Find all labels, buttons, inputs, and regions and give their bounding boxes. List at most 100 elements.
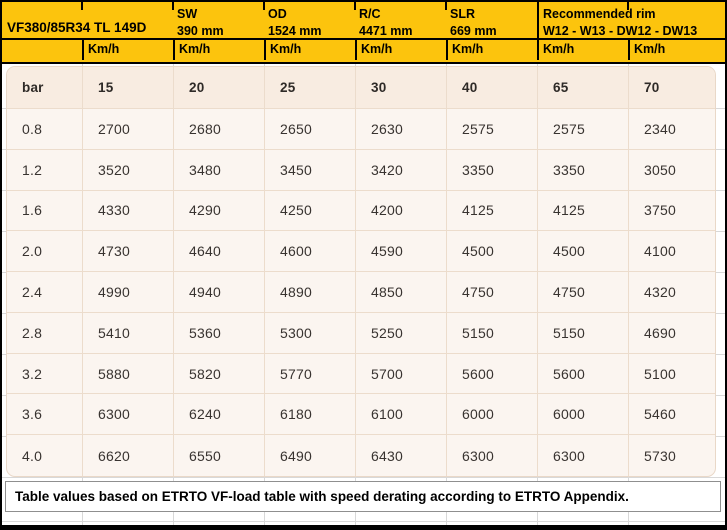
cell-border-stub <box>172 2 174 10</box>
load-value: 4590 <box>356 231 447 273</box>
load-value: 5100 <box>629 354 715 395</box>
load-value: 4500 <box>447 231 538 273</box>
spec-rim-value: W12 - W13 - DW12 - DW13 <box>543 24 698 38</box>
speed-header-70: 70 <box>629 67 715 109</box>
spec-header: VF380/85R34 TL 149D SW 390 mm OD 1524 mm… <box>2 2 725 64</box>
cell-border-stub <box>263 2 265 10</box>
pressure-value: 4.0 <box>7 435 83 476</box>
load-value: 2575 <box>447 109 538 150</box>
speed-header-25: 25 <box>265 67 356 109</box>
load-value: 2575 <box>538 109 629 150</box>
load-value: 3520 <box>83 149 174 191</box>
cell-border-stub <box>445 2 447 10</box>
load-value: 6430 <box>356 435 447 476</box>
unit-empty-cell <box>2 40 82 60</box>
load-value: 4690 <box>629 313 715 354</box>
load-value: 6000 <box>538 394 629 436</box>
load-value: 5600 <box>447 353 538 395</box>
pressure-value: 1.2 <box>7 149 83 191</box>
spec-slr-value: 669 mm <box>450 24 497 38</box>
load-value: 4640 <box>174 231 265 273</box>
spec-od-label: OD <box>268 7 287 21</box>
spec-rc: R/C 4471 mm <box>355 2 446 38</box>
unit-kmh-cell: Km/h <box>82 40 173 60</box>
load-value: 3420 <box>356 149 447 191</box>
gridline-horizontal <box>2 521 725 522</box>
unit-kmh-cell: Km/h <box>355 40 446 60</box>
load-value: 4250 <box>265 190 356 232</box>
pressure-value: 2.0 <box>7 231 83 273</box>
load-value: 3450 <box>265 149 356 191</box>
unit-kmh-cell: Km/h <box>264 40 355 60</box>
load-value: 4320 <box>629 272 715 313</box>
load-value: 4940 <box>174 272 265 313</box>
load-value: 3050 <box>629 150 715 191</box>
load-value: 4290 <box>174 190 265 232</box>
load-value: 4125 <box>447 190 538 232</box>
load-value: 5820 <box>174 353 265 395</box>
load-value: 6100 <box>356 394 447 436</box>
load-value: 6620 <box>83 435 174 476</box>
spec-rc-label: R/C <box>359 7 381 21</box>
cell-border-stub <box>81 2 83 10</box>
load-value: 4750 <box>447 272 538 313</box>
gridline-horizontal <box>2 477 725 478</box>
load-value: 5700 <box>356 353 447 395</box>
load-value: 6300 <box>538 435 629 476</box>
load-value: 4850 <box>356 272 447 313</box>
load-value: 6550 <box>174 435 265 476</box>
cell-border-stub <box>354 2 356 10</box>
spec-rim: Recommended rim W12 - W13 - DW12 - DW13 <box>537 2 725 38</box>
load-value: 4125 <box>538 190 629 232</box>
load-value: 5460 <box>629 394 715 436</box>
spec-rim-label: Recommended rim <box>543 7 656 21</box>
load-value: 4200 <box>356 190 447 232</box>
load-value: 3350 <box>447 149 538 191</box>
load-value: 3480 <box>174 149 265 191</box>
speed-header-30: 30 <box>356 67 447 109</box>
load-value: 4730 <box>83 231 174 273</box>
spec-header-row: VF380/85R34 TL 149D SW 390 mm OD 1524 mm… <box>2 2 725 38</box>
spec-od-value: 1524 mm <box>268 24 322 38</box>
load-value: 5250 <box>356 312 447 354</box>
load-value: 5360 <box>174 312 265 354</box>
load-value: 3750 <box>629 191 715 232</box>
spec-sw: SW 390 mm <box>173 2 264 38</box>
load-value: 4500 <box>538 231 629 273</box>
load-value: 6000 <box>447 394 538 436</box>
pressure-value: 1.6 <box>7 190 83 232</box>
load-value: 3350 <box>538 149 629 191</box>
load-value: 5150 <box>538 312 629 354</box>
spec-od: OD 1524 mm <box>264 2 355 38</box>
load-value: 4750 <box>538 272 629 313</box>
tyre-size-title: VF380/85R34 TL 149D <box>7 20 147 35</box>
load-value: 4990 <box>83 272 174 313</box>
load-value: 5300 <box>265 312 356 354</box>
speed-header-65: 65 <box>538 67 629 109</box>
load-value: 4330 <box>83 190 174 232</box>
load-value: 6490 <box>265 435 356 476</box>
pressure-value: 3.2 <box>7 353 83 395</box>
load-value: 2650 <box>265 109 356 150</box>
load-value: 6300 <box>83 394 174 436</box>
cell-border-stub <box>627 2 629 10</box>
pressure-unit-header: bar <box>7 67 83 109</box>
load-table-panel: bar 15 20 25 30 40 65 70 0.8 2700 2680 2650 2630 2575… <box>6 66 716 477</box>
spec-sw-label: SW <box>177 7 198 21</box>
load-value: 2700 <box>83 109 174 150</box>
spec-slr-label: SLR <box>450 7 475 21</box>
speed-header-40: 40 <box>447 67 538 109</box>
load-value: 6300 <box>447 435 538 476</box>
pressure-value: 2.4 <box>7 272 83 313</box>
pressure-value: 3.6 <box>7 394 83 436</box>
unit-kmh-cell: Km/h <box>446 40 537 60</box>
load-value: 6240 <box>174 394 265 436</box>
speed-unit-row: Km/h Km/h Km/h Km/h Km/h Km/h Km/h <box>2 38 725 60</box>
load-value: 6180 <box>265 394 356 436</box>
load-value: 5410 <box>83 312 174 354</box>
spec-sw-value: 390 mm <box>177 24 224 38</box>
unit-kmh-cell: Km/h <box>537 40 628 60</box>
pressure-value: 2.8 <box>7 312 83 354</box>
footer-note: Table values based on ETRTO VF-load tabl… <box>5 481 721 512</box>
